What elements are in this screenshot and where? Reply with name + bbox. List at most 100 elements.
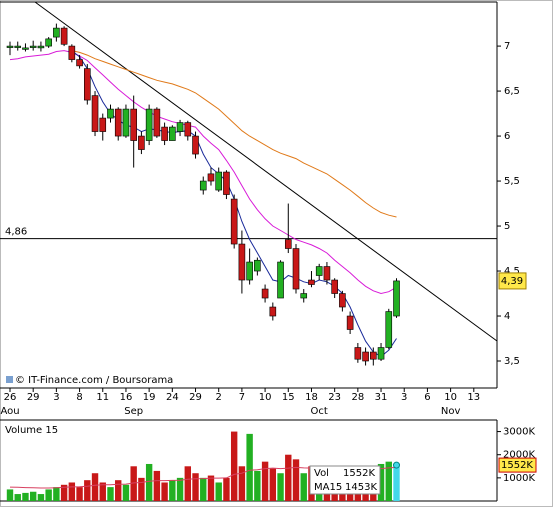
candle-body bbox=[215, 171, 223, 191]
volume-bar bbox=[153, 470, 161, 501]
last-volume-label: 1552K bbox=[501, 460, 533, 471]
candle-body bbox=[6, 45, 14, 48]
volume-bar bbox=[68, 482, 76, 501]
candle-body bbox=[207, 173, 215, 182]
x-tick-label: 19 bbox=[143, 392, 156, 403]
candle-body bbox=[99, 117, 107, 132]
y-tick-label: 2000K bbox=[503, 450, 535, 461]
candle-body bbox=[91, 95, 99, 132]
volume-bar bbox=[76, 487, 83, 501]
candle-body bbox=[346, 315, 354, 330]
candle-body bbox=[370, 351, 377, 360]
candle-body bbox=[130, 108, 137, 141]
candle-body bbox=[22, 47, 29, 50]
candle-body bbox=[84, 68, 91, 101]
volume-bar bbox=[45, 489, 52, 501]
volume-bar bbox=[292, 459, 300, 501]
volume-bar bbox=[230, 431, 238, 501]
x-tick-label: 16 bbox=[120, 392, 133, 403]
volume-bar bbox=[261, 461, 269, 501]
volume-bar bbox=[138, 477, 145, 501]
legend-value: 1552K bbox=[343, 468, 375, 479]
volume-bar bbox=[393, 465, 400, 501]
x-tick-label: 3 bbox=[53, 392, 59, 403]
candle-body bbox=[60, 27, 68, 45]
volume-bar bbox=[6, 489, 14, 501]
y-tick-label: 4 bbox=[504, 311, 510, 322]
y-tick-label: 6 bbox=[504, 131, 510, 142]
candle-body bbox=[339, 293, 346, 308]
candle-body bbox=[393, 280, 400, 317]
x-tick-label: 8 bbox=[76, 392, 82, 403]
volume-bar bbox=[277, 473, 284, 501]
volume-bar bbox=[145, 463, 153, 501]
candle-body bbox=[45, 38, 52, 47]
x-tick-label: 7 bbox=[239, 392, 245, 403]
x-tick-label: 26 bbox=[4, 392, 17, 403]
candle-body bbox=[238, 243, 246, 281]
volume-bar bbox=[215, 482, 222, 501]
candle-body bbox=[107, 108, 114, 119]
candle-body bbox=[138, 135, 145, 150]
volume-bar bbox=[238, 466, 246, 501]
volume-bar bbox=[53, 487, 60, 501]
volume-bar bbox=[122, 484, 130, 501]
y-tick-label: 1000K bbox=[503, 473, 535, 484]
legend-box bbox=[309, 465, 381, 495]
candle-body bbox=[153, 108, 161, 137]
candle-body bbox=[300, 293, 308, 299]
volume-bar bbox=[22, 492, 29, 501]
y-tick-label: 4,5 bbox=[504, 266, 520, 277]
candle-body bbox=[145, 108, 153, 141]
candle-body bbox=[377, 347, 385, 360]
x-tick-label: 29 bbox=[189, 392, 202, 403]
x-tick-label: 2 bbox=[216, 392, 222, 403]
x-tick-label: 29 bbox=[27, 392, 40, 403]
volume-bar bbox=[29, 491, 37, 501]
volume-bar bbox=[99, 482, 106, 501]
candle-body bbox=[184, 122, 192, 137]
legend-name: Vol bbox=[314, 468, 329, 479]
y-tick-label: 7 bbox=[504, 41, 510, 52]
moving-average bbox=[71, 50, 397, 218]
x-tick-label: 24 bbox=[166, 392, 179, 403]
volume-bar bbox=[107, 487, 114, 501]
x-tick-label: 6 bbox=[424, 392, 430, 403]
y-tick-label: 5,5 bbox=[504, 176, 520, 187]
volume-bar bbox=[176, 477, 184, 501]
candle-body bbox=[161, 126, 168, 141]
reference-label: 4,86 bbox=[5, 227, 27, 238]
candle-body bbox=[14, 45, 22, 48]
volume-bar bbox=[184, 466, 191, 501]
candle-body bbox=[331, 279, 338, 294]
watermark: © IT-Finance.com / Boursorama bbox=[15, 375, 173, 386]
candle-body bbox=[68, 45, 76, 60]
volume-bar bbox=[37, 494, 45, 501]
trend-line bbox=[34, 1, 498, 342]
candle-body bbox=[362, 351, 369, 362]
volume-bar bbox=[130, 466, 137, 501]
volume-bar bbox=[254, 470, 261, 501]
candle-body bbox=[76, 59, 83, 67]
last-price-box bbox=[498, 272, 527, 290]
candle-body bbox=[254, 259, 261, 272]
candle-body bbox=[292, 248, 300, 290]
month-label: Sep bbox=[124, 406, 143, 417]
volume-bar bbox=[285, 454, 292, 501]
volume-bar bbox=[84, 480, 91, 501]
volume-bar bbox=[91, 473, 99, 501]
candle-body bbox=[308, 279, 315, 285]
candle-body bbox=[122, 108, 130, 137]
x-tick-label: 18 bbox=[305, 392, 318, 403]
month-label: Oct bbox=[311, 406, 328, 417]
last-volume-dot bbox=[393, 461, 400, 469]
legend-name: MA15 bbox=[314, 482, 342, 493]
month-label: Nov bbox=[441, 406, 461, 417]
candle-body bbox=[354, 347, 362, 360]
y-tick-label: 3000K bbox=[503, 427, 535, 438]
volume-bar bbox=[377, 463, 385, 501]
candle-body bbox=[37, 45, 45, 49]
candle-body bbox=[246, 261, 253, 281]
volume-bar bbox=[192, 473, 199, 501]
